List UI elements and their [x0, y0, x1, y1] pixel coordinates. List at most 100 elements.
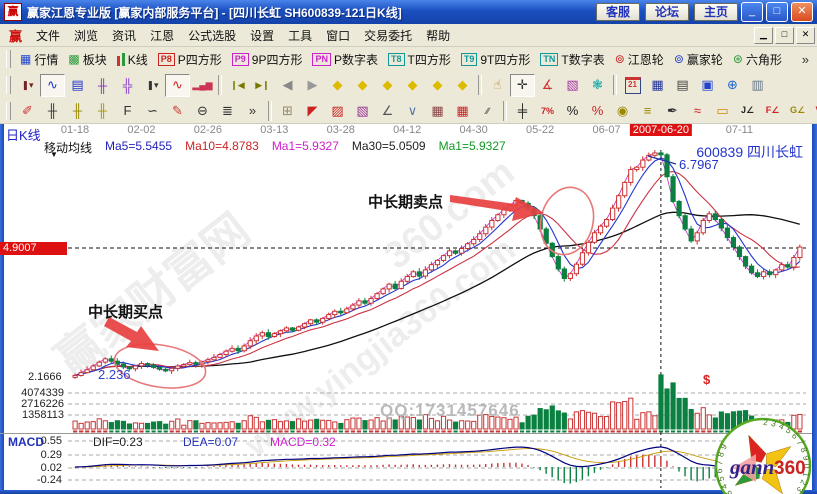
- toolbar-button-P四方形[interactable]: P8 P四方形: [153, 48, 227, 71]
- more-button[interactable]: »: [240, 99, 265, 122]
- gold-circle-button[interactable]: ◉: [610, 99, 635, 122]
- quick-button-1[interactable]: 论坛: [644, 3, 689, 21]
- histogram-button[interactable]: ▂▄▆: [190, 74, 215, 97]
- print-button[interactable]: ▥: [745, 74, 770, 97]
- toolbar-button-9T四方形[interactable]: T9 9T四方形: [456, 48, 536, 71]
- grid-button[interactable]: ▦: [425, 99, 450, 122]
- web-button[interactable]: ⊕: [720, 74, 745, 97]
- toolbar-button-T数字表[interactable]: TN T数字表: [535, 48, 609, 71]
- brain-button[interactable]: ❃: [585, 74, 610, 97]
- toolbar-button-行情[interactable]: ▦ 行情: [15, 48, 63, 71]
- gold-lines-button[interactable]: ≡: [635, 99, 660, 122]
- wave-button[interactable]: ≈: [685, 99, 710, 122]
- menu-item-7[interactable]: 窗口: [326, 28, 351, 43]
- menu-item-5[interactable]: 设置: [250, 28, 275, 43]
- toolbar-drag-handle[interactable]: [6, 76, 11, 94]
- toolbar-button-六角形[interactable]: ⊛ 六角形: [728, 48, 787, 71]
- pct-button[interactable]: %: [560, 99, 585, 122]
- doc-restore-button[interactable]: □: [775, 26, 794, 44]
- gann-diamond-all-button[interactable]: ◆: [450, 74, 475, 97]
- toolbar-button-P数字表[interactable]: PN P数字表: [307, 48, 383, 71]
- pct-lines-button[interactable]: %: [585, 99, 610, 122]
- candle-style-button[interactable]: ❚▾: [140, 74, 165, 97]
- skip-first-button[interactable]: ❙◀: [225, 74, 250, 97]
- price-marker-badge: 4.9007: [0, 242, 67, 255]
- comb-black-button[interactable]: ╪: [510, 99, 535, 122]
- pen-button[interactable]: ✐: [15, 99, 40, 122]
- trendline-red-button[interactable]: ∿: [165, 73, 190, 97]
- ink-button[interactable]: ✒: [660, 99, 685, 122]
- toolbar-drag-handle[interactable]: [6, 50, 11, 68]
- quick-button-2[interactable]: 主页: [693, 3, 738, 21]
- menu-item-6[interactable]: 工具: [288, 28, 313, 43]
- protractor-button[interactable]: ∡: [535, 74, 560, 97]
- bars3-button[interactable]: ╫: [90, 74, 115, 97]
- menu-item-8[interactable]: 交易委托: [364, 28, 413, 43]
- comb-button[interactable]: ╫: [40, 99, 65, 122]
- angle-lines-button[interactable]: ∠: [375, 99, 400, 122]
- note-button[interactable]: ▤: [65, 74, 90, 97]
- gann-square-button[interactable]: ⊞: [275, 99, 300, 122]
- fan-box-button[interactable]: ▨: [325, 99, 350, 122]
- hand-button[interactable]: ☝: [485, 74, 510, 97]
- calculator-button[interactable]: ▦: [645, 74, 670, 97]
- toolbar-button-T四方形[interactable]: T8 T四方形: [383, 48, 456, 71]
- gann-diamond-both-button[interactable]: ◆: [375, 74, 400, 97]
- gann-diamond-right-button[interactable]: ◆: [350, 74, 375, 97]
- pen-comb-button[interactable]: ✎: [165, 99, 190, 122]
- maximize-button[interactable]: □: [766, 2, 788, 22]
- toolbar-button-板块[interactable]: ▩ 板块: [63, 48, 111, 71]
- save-button[interactable]: ▣: [695, 74, 720, 97]
- gann-diamond-in-button[interactable]: ◆: [400, 74, 425, 97]
- doc-close-button[interactable]: ✕: [796, 26, 815, 44]
- doc-minimize-button[interactable]: ▁: [754, 26, 773, 44]
- kline-style-button[interactable]: ❚▾: [15, 74, 40, 97]
- menu-item-4[interactable]: 公式选股: [188, 28, 237, 43]
- report-button[interactable]: ▤: [670, 74, 695, 97]
- vwave-button[interactable]: ∨: [400, 99, 425, 122]
- fan-button[interactable]: ◤: [300, 99, 325, 122]
- comb-gold-button[interactable]: ╫: [65, 99, 90, 122]
- fan-box2-button[interactable]: ▧: [350, 99, 375, 122]
- comb2-button[interactable]: ≣: [215, 99, 240, 122]
- toolbar-button-江恩轮[interactable]: ⊚ 江恩轮: [610, 48, 669, 71]
- angleF-button[interactable]: F∠: [760, 99, 785, 122]
- comb-gold2-button[interactable]: ╫: [90, 99, 115, 122]
- circle-comb-button[interactable]: ⊖: [190, 99, 215, 122]
- quick-button-0[interactable]: 客服: [595, 3, 640, 21]
- bars9-button[interactable]: ╬: [115, 74, 140, 97]
- title-bar: 赢 赢家江恩专业版 [赢家内部服务平台] - [四川长虹 SH600839-12…: [0, 0, 817, 24]
- toolbar-overflow-chevron[interactable]: »: [801, 51, 809, 67]
- gann-diamond-left-button[interactable]: ◆: [325, 74, 350, 97]
- toolbar-drag-handle[interactable]: [6, 101, 11, 120]
- comb-s-button[interactable]: ∽: [140, 99, 165, 122]
- minimize-button[interactable]: _: [741, 2, 763, 22]
- comb-f-button[interactable]: F: [115, 99, 140, 122]
- angleG-button[interactable]: G∠: [785, 99, 810, 122]
- gann-grid-button[interactable]: ▧: [560, 74, 585, 97]
- menu-item-9[interactable]: 帮助: [426, 28, 451, 43]
- step-forward-button[interactable]: ▶: [300, 74, 325, 97]
- skip-last-button[interactable]: ▶❙: [250, 74, 275, 97]
- menu-item-2[interactable]: 资讯: [112, 28, 137, 43]
- crosshair-button[interactable]: ✛: [510, 73, 535, 97]
- calendar-button[interactable]: 21: [620, 74, 645, 97]
- toolbar-button-9P四方形[interactable]: P9 9P四方形: [227, 48, 308, 71]
- ma-dropdown-caret[interactable]: ▼: [50, 150, 58, 159]
- angleV-button[interactable]: V∠: [810, 99, 817, 122]
- toolbar-button-K线[interactable]: K线: [112, 48, 153, 71]
- menu-item-1[interactable]: 浏览: [74, 28, 99, 43]
- gold-box-button[interactable]: ▭: [710, 99, 735, 122]
- grid-red-button[interactable]: ▦: [450, 99, 475, 122]
- trendline-button[interactable]: ∿: [40, 73, 65, 97]
- angleJ-button[interactable]: J∠: [735, 99, 760, 122]
- step-back-button[interactable]: ◀: [275, 74, 300, 97]
- toolbar-button-赢家轮[interactable]: ⊚ 赢家轮: [669, 48, 728, 71]
- ma-overlay-title[interactable]: 移动均线: [44, 141, 93, 155]
- pct7-button[interactable]: 7%: [535, 99, 560, 122]
- close-button[interactable]: ✕: [791, 2, 813, 22]
- diag-lines-button[interactable]: ∕∕: [475, 99, 500, 122]
- gann-diamond-out-button[interactable]: ◆: [425, 74, 450, 97]
- menu-item-3[interactable]: 江恩: [150, 28, 175, 43]
- menu-item-0[interactable]: 文件: [36, 28, 61, 43]
